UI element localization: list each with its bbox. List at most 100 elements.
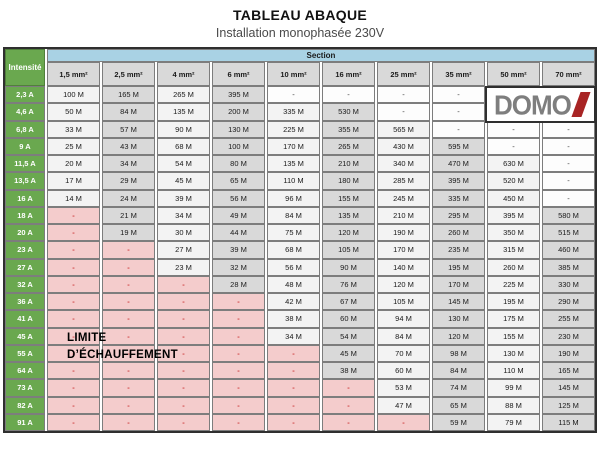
row-header: 82 A	[5, 396, 45, 414]
table-cell: -	[542, 172, 595, 190]
table-cell: -	[542, 189, 595, 207]
table-cell: 34 M	[102, 155, 155, 173]
table-cell: -	[47, 293, 100, 311]
table-cell: 210 M	[377, 206, 430, 224]
table-cell: 395 M	[487, 206, 540, 224]
table-cell: 42 M	[267, 293, 320, 311]
table-cell: 47 M	[377, 396, 430, 414]
table-cell: 530 M	[322, 103, 375, 121]
table-cell: 175 M	[487, 310, 540, 328]
table-cell: 335 M	[432, 189, 485, 207]
table-cell: 25 M	[47, 137, 100, 155]
table-cell: -	[212, 396, 265, 414]
table-cell: 460 M	[542, 241, 595, 259]
table-cell: 125 M	[542, 396, 595, 414]
table-cell: -	[212, 327, 265, 345]
table-cell: 84 M	[377, 327, 430, 345]
table-cell: 59 M	[432, 413, 485, 431]
table-cell: 90 M	[322, 258, 375, 276]
column-header: 4 mm²	[157, 62, 210, 86]
row-header: 11,5 A	[5, 155, 45, 173]
table-cell: 45 M	[322, 344, 375, 362]
table-cell: 45 M	[157, 172, 210, 190]
table-cell: -	[267, 362, 320, 380]
page-title: TABLEAU ABAQUE	[232, 7, 368, 23]
table-cell: 60 M	[377, 362, 430, 380]
table-cell: 195 M	[487, 293, 540, 311]
table-cell: 54 M	[157, 155, 210, 173]
table-cell: 170 M	[377, 241, 430, 259]
table-cell: 335 M	[267, 103, 320, 121]
table-cell: 110 M	[487, 362, 540, 380]
table-cell: 48 M	[267, 275, 320, 293]
table-cell: -	[432, 120, 485, 138]
table-cell: 315 M	[487, 241, 540, 259]
table-cell: 165 M	[542, 362, 595, 380]
table-cell: 57 M	[102, 120, 155, 138]
table-cell: 130 M	[432, 310, 485, 328]
table-cell: -	[102, 310, 155, 328]
table-cell: 130 M	[212, 120, 265, 138]
table-cell: 200 M	[212, 103, 265, 121]
page-header: TABLEAU ABAQUE Installation monophasée 2…	[0, 0, 600, 40]
row-header: 6,8 A	[5, 120, 45, 138]
table-cell: 68 M	[157, 137, 210, 155]
table-cell: 395 M	[432, 172, 485, 190]
table-cell: 60 M	[322, 310, 375, 328]
table-cell: -	[102, 396, 155, 414]
page-subtitle: Installation monophasée 230V	[215, 26, 385, 40]
heating-limit-line1: LIMITE	[67, 332, 107, 344]
table-cell: 96 M	[267, 189, 320, 207]
heating-limit-label: LIMITE D’ÉCHAUFFEMENT	[67, 330, 178, 364]
table-cell: 430 M	[377, 137, 430, 155]
table-cell: 350 M	[487, 224, 540, 242]
table-cell: -	[47, 413, 100, 431]
table-cell: 84 M	[102, 103, 155, 121]
domo-logo-red-slash-icon	[571, 92, 591, 117]
table-cell: 33 M	[47, 120, 100, 138]
table-cell: 75 M	[267, 224, 320, 242]
table-cell: -	[102, 275, 155, 293]
table-cell: -	[157, 275, 210, 293]
table-cell: 595 M	[432, 137, 485, 155]
table-cell: 290 M	[542, 293, 595, 311]
table-cell: -	[542, 137, 595, 155]
table-cell: 285 M	[377, 172, 430, 190]
table-cell: 21 M	[102, 206, 155, 224]
table-cell: -	[212, 362, 265, 380]
table-cell: 155 M	[322, 189, 375, 207]
table-cell: -	[212, 310, 265, 328]
abaque-table: Intensité Section 1,5 mm² 2,5 mm² 4 mm² 6 m…	[3, 47, 597, 433]
table-cell: -	[157, 379, 210, 397]
table-cell: -	[47, 241, 100, 259]
table-cell: 295 M	[432, 206, 485, 224]
column-header: 2,5 mm²	[102, 62, 155, 86]
table-cell: 100 M	[47, 86, 100, 104]
table-cell: -	[322, 413, 375, 431]
table-cell: -	[267, 344, 320, 362]
table-cell: 20 M	[47, 155, 100, 173]
table-cell: -	[212, 344, 265, 362]
table-cell: 23 M	[157, 258, 210, 276]
table-cell: 515 M	[542, 224, 595, 242]
table-cell: -	[47, 206, 100, 224]
table-cell: -	[47, 327, 100, 345]
table-cell: 38 M	[267, 310, 320, 328]
row-header: 9 A	[5, 137, 45, 155]
table-cell: 56 M	[267, 258, 320, 276]
table-cell: 260 M	[432, 224, 485, 242]
table-cell: 84 M	[267, 206, 320, 224]
table-cell: -	[102, 293, 155, 311]
table-cell: 580 M	[542, 206, 595, 224]
table-cell: -	[322, 86, 375, 104]
table-cell: 99 M	[487, 379, 540, 397]
table-cell: 70 M	[377, 344, 430, 362]
table-cell: 395 M	[212, 86, 265, 104]
table-cell: 630 M	[487, 155, 540, 173]
table-cell: 90 M	[157, 120, 210, 138]
table-cell: 565 M	[377, 120, 430, 138]
table-cell: 135 M	[322, 206, 375, 224]
row-header: 91 A	[5, 413, 45, 431]
row-header: 23 A	[5, 241, 45, 259]
table-cell: 88 M	[487, 396, 540, 414]
